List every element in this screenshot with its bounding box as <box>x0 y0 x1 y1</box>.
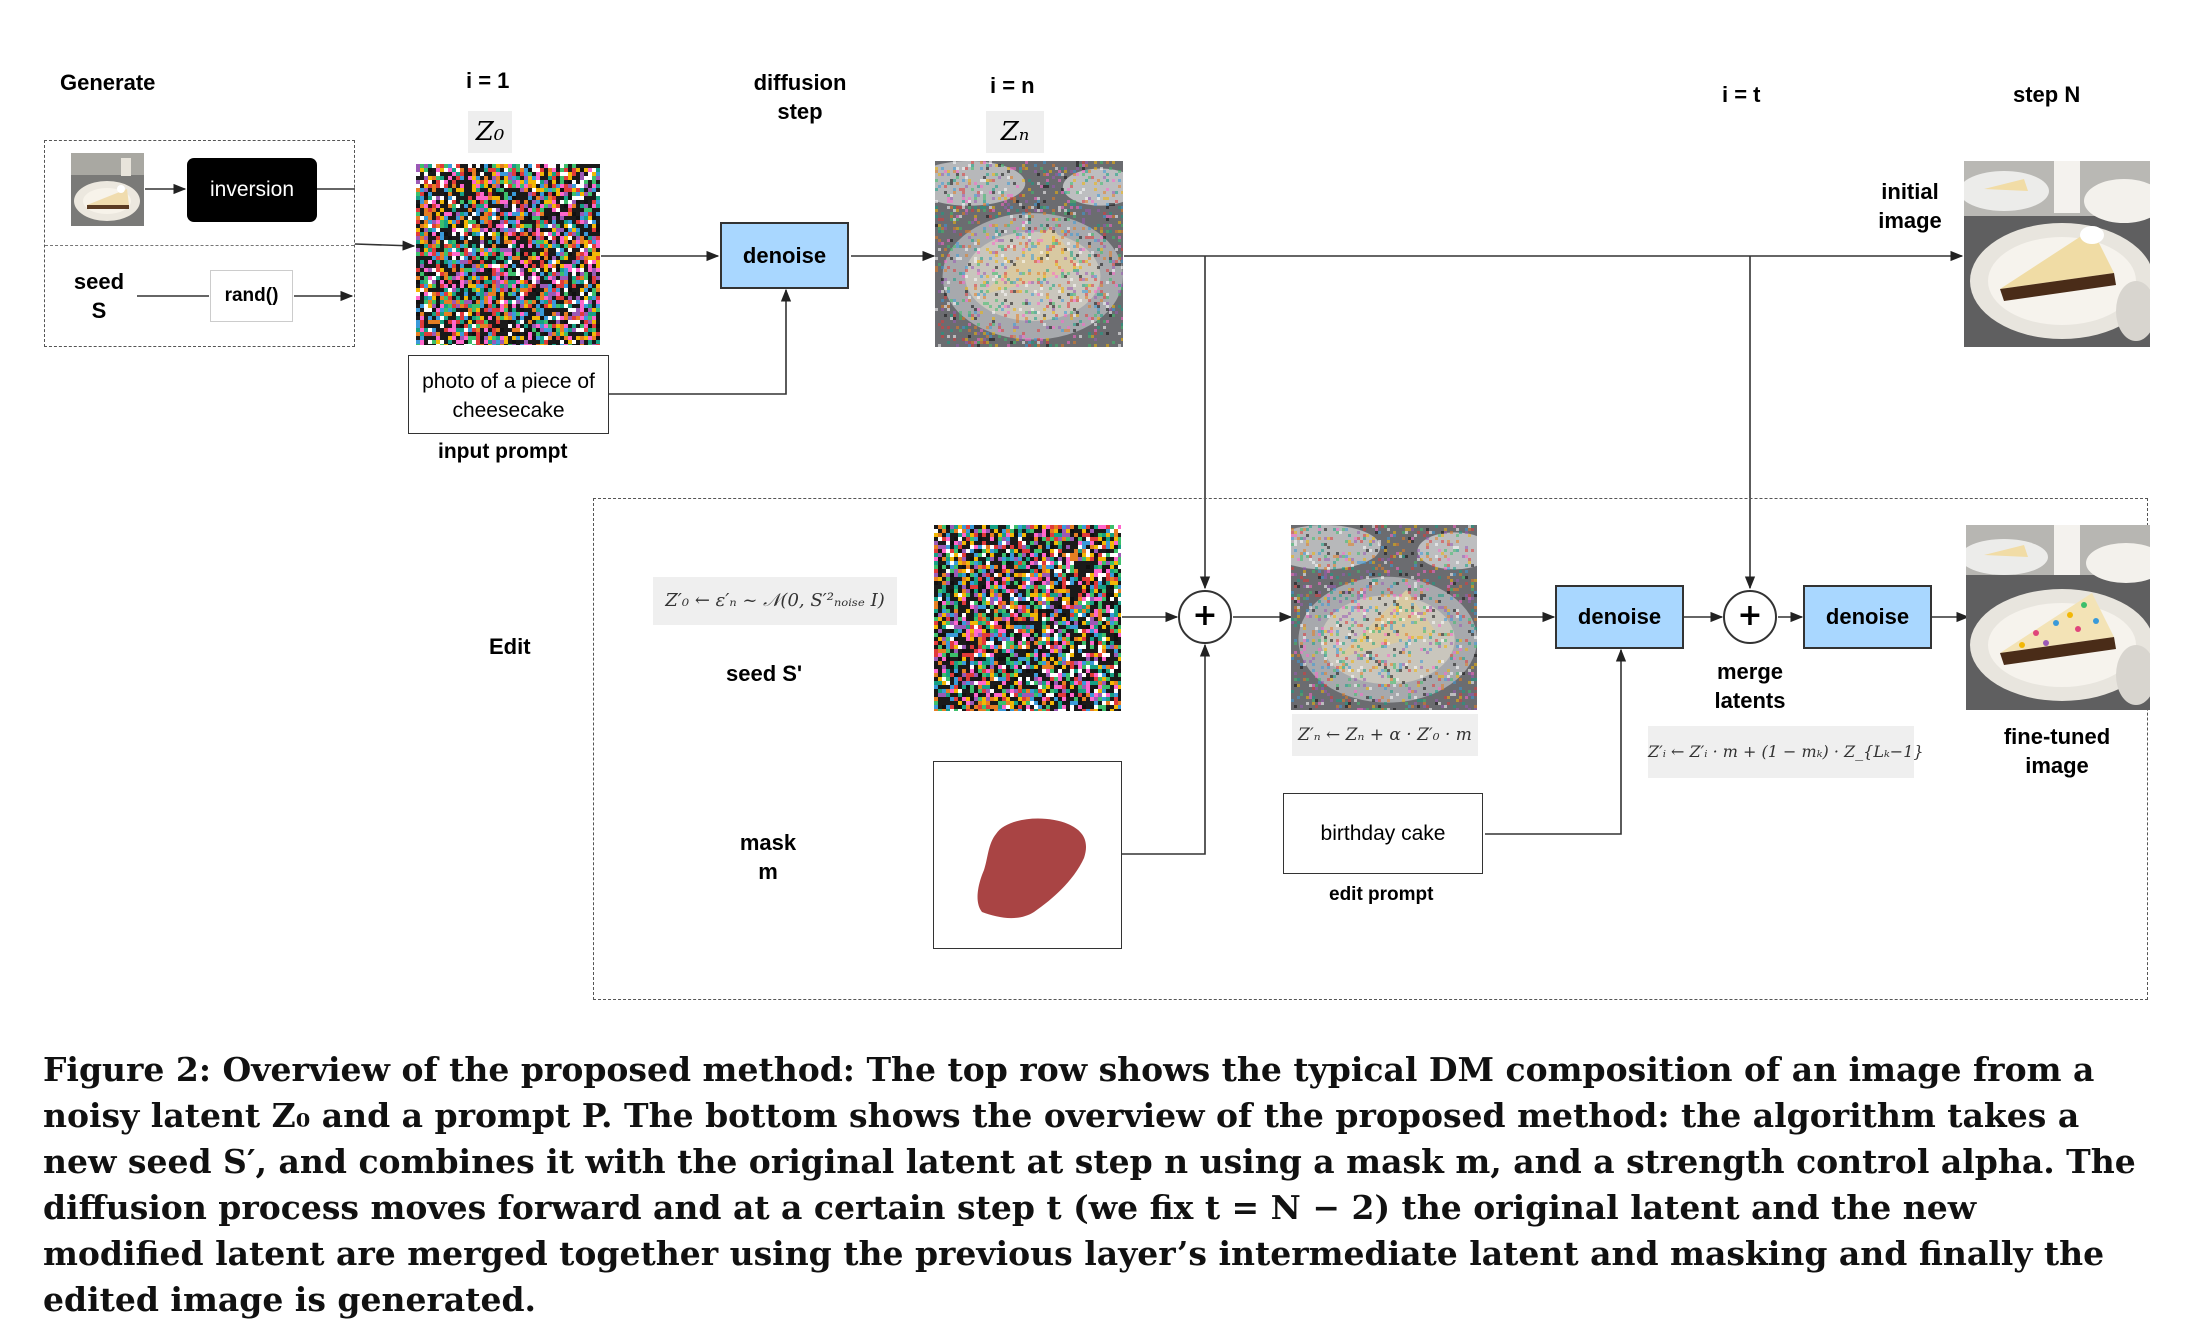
input-prompt-label: input prompt <box>438 437 567 466</box>
denoise-box-edit-1: denoise <box>1555 585 1684 649</box>
fine-tuned-image-label: fine-tuned image <box>1995 722 2119 780</box>
merge-formula: Z′ᵢ ← Z′ᵢ · m + (1 − mₖ) · Z_{Lₖ−1} <box>1648 726 1914 778</box>
merge-latents-label: merge latents <box>1700 657 1800 715</box>
arrow-generate-to-noise <box>355 244 414 246</box>
step-n-label: step N <box>2013 80 2080 109</box>
z0-label: Z₀ <box>468 111 512 153</box>
i-equals-1-label: i = 1 <box>466 66 509 95</box>
edit-label: Edit <box>489 632 531 661</box>
i-equals-t-label: i = t <box>1722 80 1761 109</box>
diffusion-step-label: diffusion step <box>745 68 855 126</box>
edit-prompt-box: birthday cake <box>1283 793 1483 874</box>
mask-image <box>933 761 1122 949</box>
initial-image-label: initial image <box>1870 177 1950 235</box>
new-noise-seed-s-prime <box>934 525 1121 711</box>
seed-s-label: seed S <box>62 267 136 325</box>
divider <box>45 245 354 246</box>
rand-label: rand() <box>211 271 292 321</box>
mask-m-label: mask m <box>735 828 801 886</box>
cheesecake-thumbnail <box>71 153 144 226</box>
denoise-box-top: denoise <box>720 222 849 289</box>
edited-latent-image <box>1291 525 1477 710</box>
add-node-edit: + <box>1178 590 1232 644</box>
rand-box: rand() <box>210 270 293 322</box>
arrow-prompt-to-denoise <box>609 290 786 394</box>
seed-formula: Z′₀ ← ε′ₙ ~ 𝒩(0, S′²ₙₒᵢₛₑ I) <box>653 577 897 625</box>
input-prompt-box: photo of a piece of cheesecake <box>408 355 609 434</box>
generate-label: Generate <box>60 68 155 97</box>
denoise-box-edit-2: denoise <box>1803 585 1932 649</box>
edit-prompt-label: edit prompt <box>1329 880 1434 909</box>
merge-node: + <box>1723 590 1777 644</box>
seed-s-prime-label: seed S' <box>726 659 802 688</box>
latent-zn-image <box>935 161 1123 347</box>
fine-tuned-image <box>1966 525 2150 710</box>
i-equals-n-label: i = n <box>990 71 1035 100</box>
edit-formula: Z′ₙ ← Zₙ + α · Z′₀ · m <box>1292 714 1478 756</box>
noise-latent-z0 <box>416 164 600 345</box>
inversion-box: inversion <box>187 158 317 222</box>
inversion-label: inversion <box>187 158 317 222</box>
zn-label: Zₙ <box>986 111 1044 153</box>
initial-cheesecake-image <box>1964 161 2150 347</box>
mask-blob <box>978 819 1086 919</box>
figure-caption: Figure 2: Overview of the proposed metho… <box>43 1047 2147 1323</box>
